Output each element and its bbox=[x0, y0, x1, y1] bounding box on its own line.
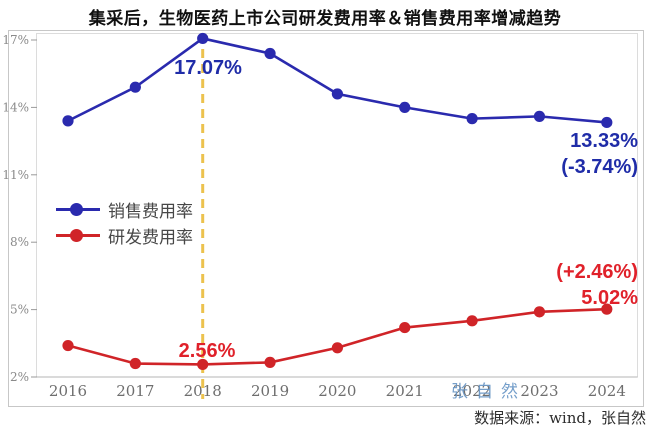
data-point-sales-2022 bbox=[466, 113, 478, 125]
data-point-rnd-2017 bbox=[129, 357, 141, 370]
x-tick-label: 2019 bbox=[251, 382, 289, 400]
annotation-sales-peak: 17.07% bbox=[174, 57, 242, 79]
x-tick-label: 2016 bbox=[49, 382, 87, 400]
y-tick-label: 17% bbox=[2, 33, 29, 47]
y-tick-label: 8% bbox=[10, 235, 29, 249]
series-line-rnd bbox=[67, 307, 607, 366]
series-line-sales bbox=[67, 37, 607, 124]
annotation-rnd-end-change: (+2.46%) bbox=[556, 261, 638, 283]
data-point-sales-2020 bbox=[331, 88, 343, 100]
data-point-sales-2024 bbox=[601, 116, 613, 129]
x-tick-label: 2023 bbox=[520, 382, 558, 400]
data-point-sales-2018 bbox=[197, 32, 209, 45]
x-tick-label: 2017 bbox=[116, 382, 154, 400]
data-point-sales-2023 bbox=[533, 110, 546, 122]
data-point-sales-2016 bbox=[62, 115, 74, 127]
annotation-rnd-2018: 2.56% bbox=[178, 340, 236, 362]
annotation-sales-end-change: (-3.74%) bbox=[561, 156, 638, 178]
data-point-sales-2021 bbox=[399, 101, 411, 113]
annotation-rnd-end-value: 5.02% bbox=[581, 287, 638, 309]
annotation-sales-end-value: 13.33% bbox=[570, 130, 638, 152]
legend-label-sales: 销售费用率 bbox=[108, 201, 193, 221]
y-tick-label: 11% bbox=[2, 168, 29, 182]
y-tick-label: 5% bbox=[10, 303, 29, 317]
data-point-rnd-2018 bbox=[197, 358, 209, 371]
chart-title: 集采后，生物医药上市公司研发费用率＆销售费用率增减趋势 bbox=[88, 9, 562, 28]
chart-legend: 销售费用率 研发费用率 bbox=[56, 196, 193, 248]
rnd-line-swatch-icon bbox=[56, 228, 100, 242]
x-tick-label: 2022 bbox=[453, 382, 491, 400]
data-point-rnd-2016 bbox=[62, 339, 74, 352]
x-tick-label: 2024 bbox=[588, 382, 626, 400]
chart-outer-border bbox=[8, 30, 644, 407]
data-source-note: 数据来源：wind，张自然 bbox=[474, 409, 646, 427]
legend-item-rnd: 研发费用率 bbox=[56, 222, 193, 248]
sales-line-swatch-icon bbox=[56, 202, 100, 216]
data-point-rnd-2022 bbox=[466, 315, 478, 327]
legend-item-sales: 销售费用率 bbox=[56, 196, 193, 222]
data-point-sales-2017 bbox=[129, 81, 141, 93]
data-point-rnd-2020 bbox=[331, 342, 343, 354]
legend-label-rnd: 研发费用率 bbox=[108, 227, 193, 247]
data-point-rnd-2021 bbox=[399, 321, 411, 334]
x-tick-label: 2020 bbox=[318, 382, 356, 400]
data-point-rnd-2023 bbox=[533, 306, 546, 318]
x-tick-label: 2021 bbox=[386, 382, 424, 400]
x-tick-label: 2018 bbox=[184, 382, 222, 400]
data-point-rnd-2019 bbox=[264, 356, 276, 368]
data-point-rnd-2024 bbox=[601, 303, 613, 315]
watermark-text: 张自然 bbox=[451, 382, 526, 401]
y-tick-label: 14% bbox=[2, 100, 29, 114]
data-point-sales-2019 bbox=[264, 47, 276, 60]
y-tick-label: 2% bbox=[10, 370, 29, 384]
